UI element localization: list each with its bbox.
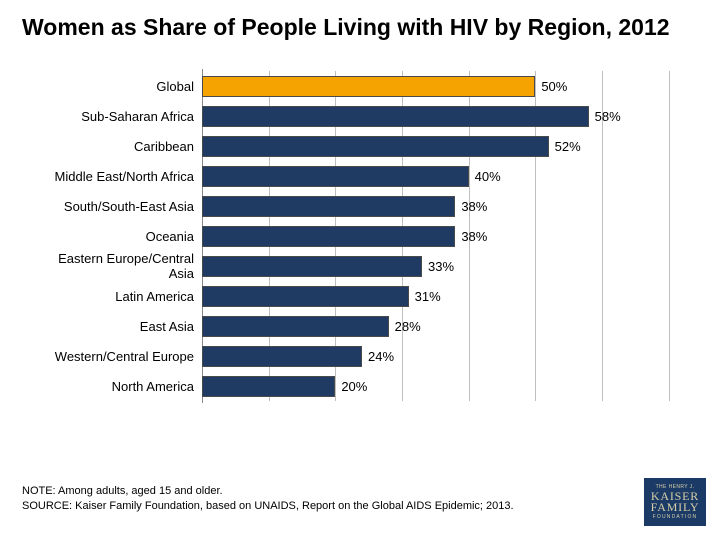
category-label: Middle East/North Africa (32, 169, 202, 184)
chart-row: Eastern Europe/Central Asia 33% (32, 251, 692, 281)
logo-sub-text: FOUNDATION (653, 514, 698, 520)
bar-cell: 31% (202, 281, 682, 311)
category-label: East Asia (32, 319, 202, 334)
category-label: South/South-East Asia (32, 199, 202, 214)
footer-note: NOTE: Among adults, aged 15 and older. (22, 484, 514, 499)
chart-row: Latin America 31% (32, 281, 692, 311)
value-label: 28% (395, 319, 421, 334)
chart-row: East Asia 28% (32, 311, 692, 341)
value-label: 38% (461, 199, 487, 214)
category-label: Sub-Saharan Africa (32, 109, 202, 124)
bar (202, 196, 455, 217)
bar (202, 346, 362, 367)
bar-cell: 20% (202, 371, 682, 401)
value-label: 33% (428, 259, 454, 274)
kaiser-logo: THE HENRY J. KAISER FAMILY FOUNDATION (644, 478, 706, 526)
footer-notes: NOTE: Among adults, aged 15 and older. S… (22, 484, 514, 514)
bar (202, 136, 549, 157)
value-label: 50% (541, 79, 567, 94)
chart-row: Middle East/North Africa 40% (32, 161, 692, 191)
bar-chart: Global 50% Sub-Saharan Africa 58% Caribbean 5… (32, 71, 692, 401)
category-label: Latin America (32, 289, 202, 304)
bar (202, 286, 409, 307)
category-label: Caribbean (32, 139, 202, 154)
bar-cell: 28% (202, 311, 682, 341)
chart-row: North America 20% (32, 371, 692, 401)
bar (202, 376, 335, 397)
category-label: Oceania (32, 229, 202, 244)
chart-row: South/South-East Asia 38% (32, 191, 692, 221)
chart-row: Global 50% (32, 71, 692, 101)
category-label: Western/Central Europe (32, 349, 202, 364)
category-label: Eastern Europe/Central Asia (32, 251, 202, 281)
value-label: 40% (475, 169, 501, 184)
footer-source: SOURCE: Kaiser Family Foundation, based … (22, 499, 514, 514)
chart-row: Western/Central Europe 24% (32, 341, 692, 371)
value-label: 58% (595, 109, 621, 124)
value-label: 31% (415, 289, 441, 304)
bar-cell: 58% (202, 101, 682, 131)
value-label: 52% (555, 139, 581, 154)
page-title: Women as Share of People Living with HIV… (22, 14, 698, 41)
value-label: 38% (461, 229, 487, 244)
logo-main-text: KAISER FAMILY (651, 491, 700, 513)
bar (202, 106, 589, 127)
bar-cell: 50% (202, 71, 682, 101)
bar-cell: 24% (202, 341, 682, 371)
chart-row: Oceania 38% (32, 221, 692, 251)
bar (202, 316, 389, 337)
bar-highlight (202, 76, 535, 97)
value-label: 24% (368, 349, 394, 364)
bar-cell: 52% (202, 131, 682, 161)
bar (202, 226, 455, 247)
chart-row: Caribbean 52% (32, 131, 692, 161)
bar (202, 256, 422, 277)
chart-row: Sub-Saharan Africa 58% (32, 101, 692, 131)
bar-cell: 33% (202, 251, 682, 281)
category-label: North America (32, 379, 202, 394)
category-label: Global (32, 79, 202, 94)
bar (202, 166, 469, 187)
bar-cell: 38% (202, 221, 682, 251)
page: Women as Share of People Living with HIV… (0, 0, 720, 540)
bar-cell: 38% (202, 191, 682, 221)
value-label: 20% (341, 379, 367, 394)
bar-cell: 40% (202, 161, 682, 191)
